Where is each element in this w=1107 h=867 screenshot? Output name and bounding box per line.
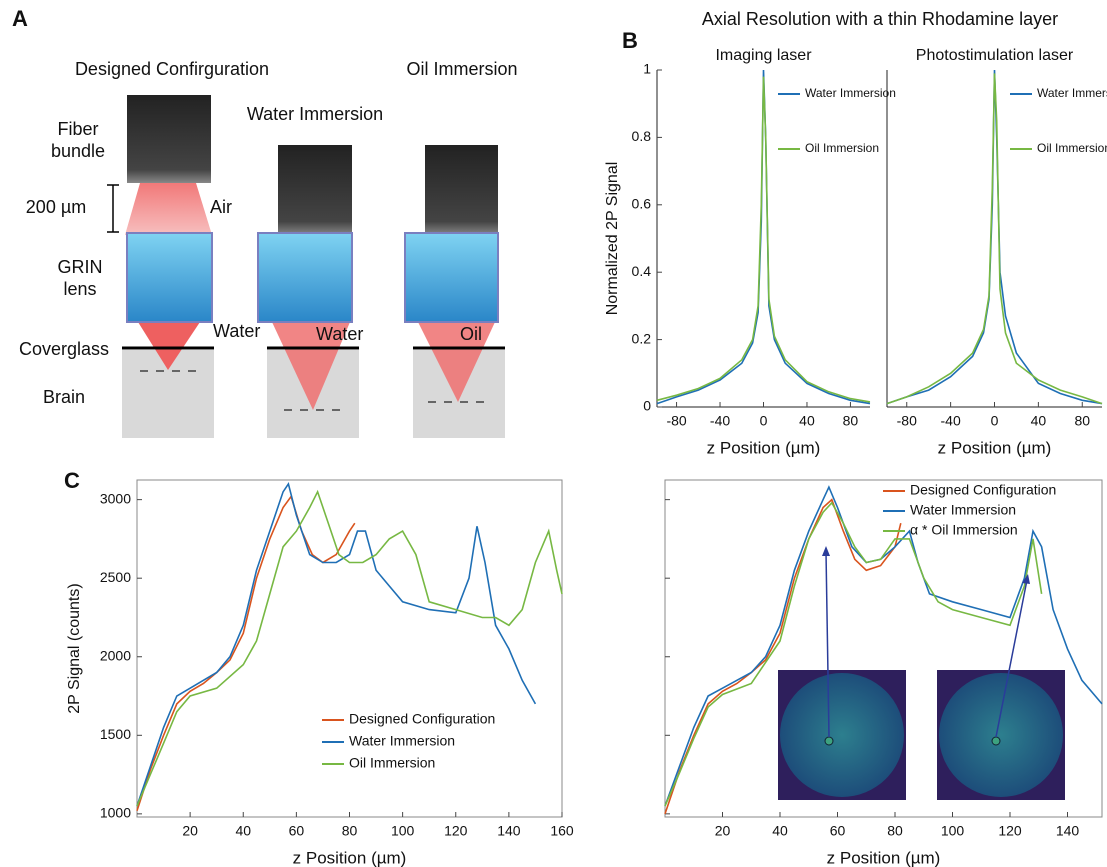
series-line: [664, 501, 1043, 807]
panel-label: B: [622, 28, 638, 53]
diagram-label: Water: [213, 321, 260, 341]
b-title: Axial Resolution with a thin Rhodamine l…: [702, 9, 1058, 29]
x-tick-label: 100: [941, 823, 965, 839]
x-axis-label: z Position (µm): [938, 438, 1052, 457]
diagram-label: GRIN: [58, 257, 103, 277]
x-tick-label: 140: [497, 823, 521, 839]
diagram-label: Coverglass: [19, 339, 109, 359]
x-axis-label: z Position (µm): [707, 438, 821, 457]
panel-label: A: [12, 6, 28, 31]
legend-label: Oil Immersion: [1037, 141, 1107, 155]
diagram-label: Fiber: [57, 119, 98, 139]
y-axis-label: 2P Signal (counts): [66, 583, 83, 713]
diagram-label: lens: [63, 279, 96, 299]
diagram-label: bundle: [51, 141, 105, 161]
legend-label: Water Immersion: [910, 502, 1016, 518]
chart-title: Photostimulation laser: [916, 47, 1074, 64]
y-tick-label: 1000: [100, 805, 131, 821]
x-axis-label: z Position (µm): [293, 848, 407, 867]
series-line: [656, 76, 871, 403]
x-tick-label: 120: [998, 823, 1022, 839]
y-tick-label: 2500: [100, 569, 131, 585]
y-tick-label: 0.4: [632, 263, 652, 279]
series-line: [886, 73, 1103, 405]
legend-label: Water Immersion: [349, 733, 455, 749]
x-tick-label: 20: [715, 823, 731, 839]
series-line: [656, 69, 871, 405]
diagram-label: Water: [316, 324, 363, 344]
y-tick-label: 1500: [100, 726, 131, 742]
y-axis-label: Normalized 2P Signal: [604, 162, 621, 316]
series-line: [136, 481, 537, 807]
x-axis-label: z Position (µm): [827, 848, 941, 867]
charts: Imaging laser z Position (µm) Normalized 2…: [66, 47, 1107, 867]
legend-label: Designed Configuration: [349, 711, 495, 727]
y-tick-label: 1: [643, 61, 651, 77]
diagram-heading: Designed Confirguration: [75, 59, 269, 79]
diagram-label: Air: [210, 197, 232, 217]
x-tick-label: 60: [289, 823, 305, 839]
x-tick-label: 40: [772, 823, 788, 839]
legend-label: Water Immersion: [805, 86, 896, 100]
y-tick-label: 0.8: [632, 128, 652, 144]
y-tick-label: 3000: [100, 490, 131, 506]
plot-frame: [664, 479, 1103, 818]
legend-label: α * Oil Immersion: [910, 522, 1018, 538]
x-tick-label: -40: [710, 413, 730, 429]
x-tick-label: 100: [391, 823, 415, 839]
x-tick-label: 80: [342, 823, 358, 839]
y-tick-label: 0: [643, 398, 651, 414]
diagram: [107, 95, 505, 438]
x-tick-label: 120: [444, 823, 468, 839]
y-tick-label: 2000: [100, 647, 131, 663]
y-tick-label: 0.6: [632, 196, 652, 212]
x-tick-label: -80: [666, 413, 686, 429]
x-tick-label: -80: [897, 413, 917, 429]
x-tick-label: 140: [1056, 823, 1080, 839]
x-tick-label: 80: [843, 413, 859, 429]
diagram-heading: Water Immersion: [247, 104, 383, 124]
x-tick-label: 60: [830, 823, 846, 839]
diagram-label: Brain: [43, 387, 85, 407]
x-tick-label: 0: [991, 413, 999, 429]
legend-label: Oil Immersion: [349, 755, 435, 771]
x-tick-label: 80: [1074, 413, 1090, 429]
legend-label: Oil Immersion: [805, 141, 879, 155]
x-tick-label: 40: [1031, 413, 1047, 429]
x-tick-label: 40: [799, 413, 815, 429]
diagram-heading: Oil Immersion: [406, 59, 517, 79]
diagram-label: 200 µm: [26, 197, 86, 217]
x-tick-label: 0: [760, 413, 768, 429]
panel-label: C: [64, 468, 80, 493]
series-line: [664, 498, 902, 815]
x-tick-label: 160: [550, 823, 574, 839]
x-tick-label: 40: [235, 823, 251, 839]
diagram-label: Oil: [460, 324, 482, 344]
x-tick-label: 20: [182, 823, 198, 839]
x-tick-label: 80: [887, 823, 903, 839]
series-line: [886, 69, 1103, 405]
legend-label: Water Immersion: [1037, 86, 1107, 100]
chart-title: Imaging laser: [715, 47, 812, 64]
insets: [778, 546, 1065, 800]
x-tick-label: -40: [941, 413, 961, 429]
y-tick-label: 0.2: [632, 330, 652, 346]
series-line: [136, 489, 563, 807]
legend-label: Designed Configuration: [910, 482, 1056, 498]
